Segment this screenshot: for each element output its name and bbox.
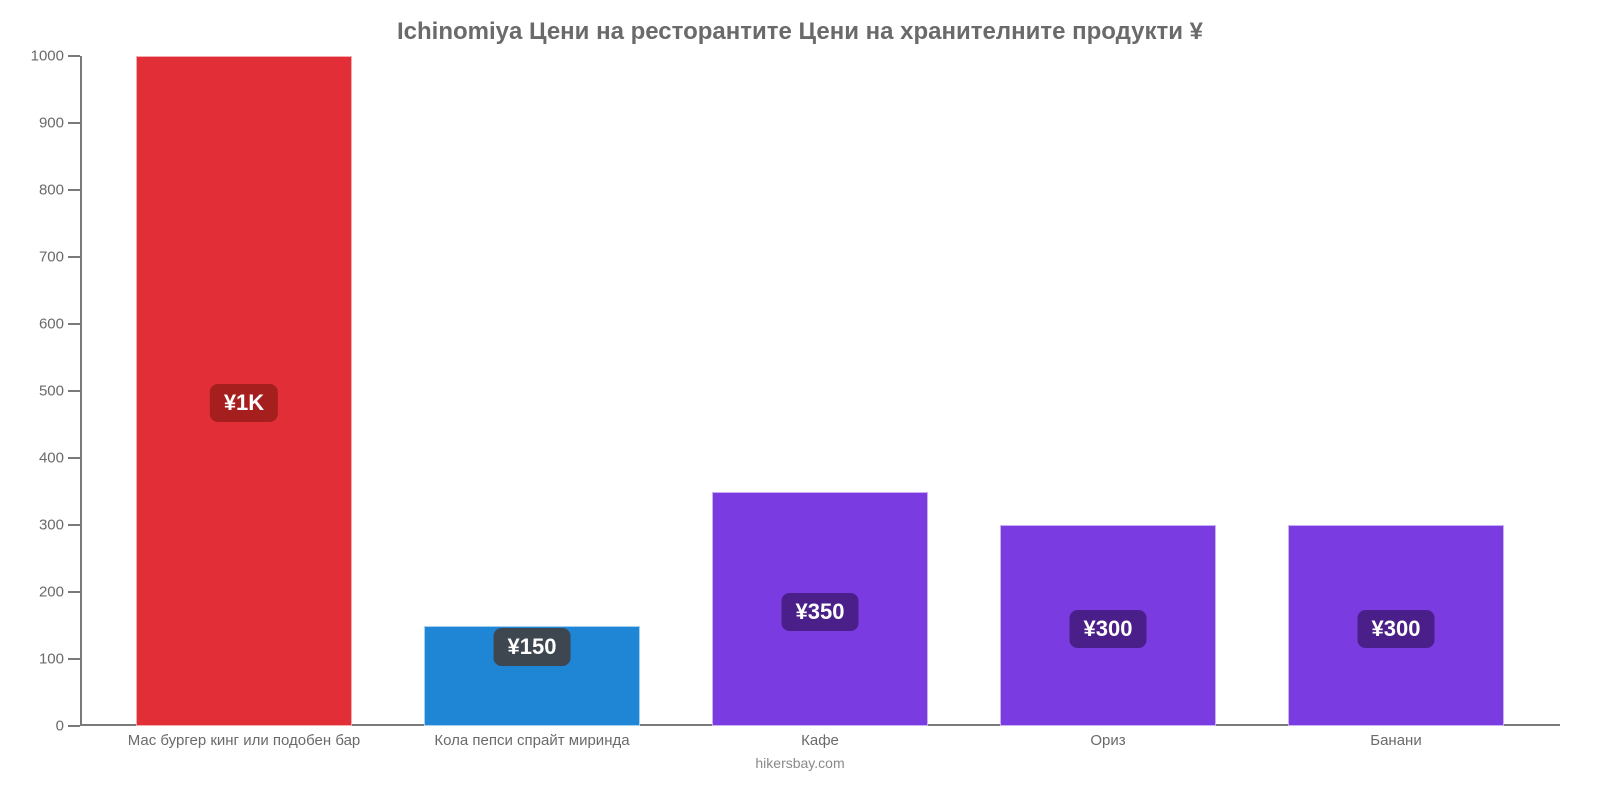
bar-slot: ¥300 <box>1252 56 1540 726</box>
y-tick-label: 100 <box>39 651 64 668</box>
bar: ¥150 <box>424 626 640 727</box>
value-badge: ¥300 <box>1070 610 1147 648</box>
bar: ¥1K <box>136 56 352 726</box>
bar: ¥300 <box>1000 525 1216 726</box>
y-tick-label: 800 <box>39 182 64 199</box>
x-labels: Мас бургер кинг или подобен барКола пепс… <box>80 726 1560 749</box>
y-tick-label: 300 <box>39 517 64 534</box>
x-label: Кафе <box>676 732 964 749</box>
y-tick-label: 200 <box>39 584 64 601</box>
x-label: Мас бургер кинг или подобен бар <box>100 732 388 749</box>
bar: ¥350 <box>712 492 928 727</box>
bar-slot: ¥350 <box>676 56 964 726</box>
x-label: Банани <box>1252 732 1540 749</box>
y-tick <box>68 55 80 57</box>
y-tick-label: 0 <box>56 718 64 735</box>
x-label: Кола пепси спрайт миринда <box>388 732 676 749</box>
y-tick-label: 1000 <box>31 48 64 65</box>
x-label: Ориз <box>964 732 1252 749</box>
value-badge: ¥350 <box>782 593 859 631</box>
plot-area: ¥1K¥150¥350¥300¥300 01002003004005006007… <box>80 56 1560 726</box>
y-tick <box>68 725 80 727</box>
y-tick-label: 700 <box>39 249 64 266</box>
y-tick <box>68 122 80 124</box>
y-tick <box>68 524 80 526</box>
y-tick <box>68 658 80 660</box>
value-badge: ¥150 <box>494 628 571 666</box>
chart-title: Ichinomiya Цени на ресторантите Цени на … <box>20 18 1580 46</box>
y-tick-label: 600 <box>39 316 64 333</box>
y-tick <box>68 323 80 325</box>
y-tick <box>68 457 80 459</box>
y-tick <box>68 256 80 258</box>
value-badge: ¥300 <box>1358 610 1435 648</box>
bar-slot: ¥300 <box>964 56 1252 726</box>
value-badge: ¥1K <box>210 384 278 422</box>
y-tick-label: 400 <box>39 450 64 467</box>
bar: ¥300 <box>1288 525 1504 726</box>
y-tick <box>68 591 80 593</box>
price-bar-chart: Ichinomiya Цени на ресторантите Цени на … <box>0 0 1600 800</box>
y-tick-label: 900 <box>39 115 64 132</box>
y-tick <box>68 390 80 392</box>
bar-slot: ¥1K <box>100 56 388 726</box>
y-tick <box>68 189 80 191</box>
bars-container: ¥1K ¥150 ¥350 ¥300 ¥300 <box>80 56 1560 726</box>
y-tick-label: 500 <box>39 383 64 400</box>
bar-slot: ¥150 <box>388 56 676 726</box>
chart-footer: hikersbay.com <box>20 755 1580 771</box>
